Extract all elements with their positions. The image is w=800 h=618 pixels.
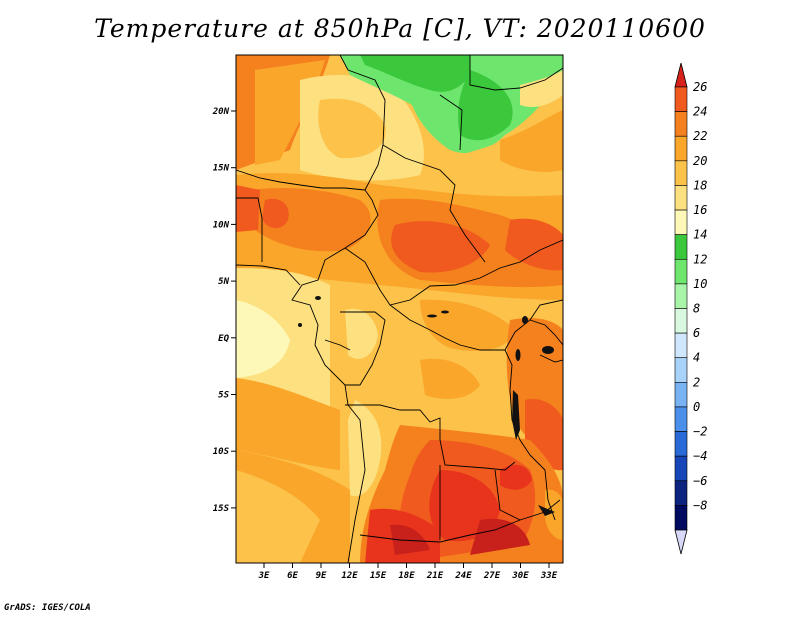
lat-tick-label: 5S xyxy=(218,391,229,401)
colorbar-label: 26 xyxy=(693,80,707,94)
colorbar-label: 4 xyxy=(693,351,700,365)
colorbar-swatch xyxy=(674,135,688,162)
colorbar-label: −6 xyxy=(693,474,707,488)
map-frame xyxy=(235,54,564,564)
colorbar-swatch xyxy=(674,209,688,235)
colorbar-label: 0 xyxy=(693,400,700,414)
temperature-field xyxy=(236,55,563,563)
colorbar-label: 12 xyxy=(693,252,707,266)
colorbar-label: 24 xyxy=(693,105,707,119)
map-title: Temperature at 850hPa [C], VT: 202011060… xyxy=(94,14,706,43)
lon-tick-label: 30E xyxy=(511,571,529,581)
credit-text: GrADS: IGES/COLA xyxy=(4,603,91,613)
latitude-axis: 20N 15N 10N 5N EQ 5S 10S 15S xyxy=(212,107,236,514)
colorbar-swatch xyxy=(674,160,688,186)
colorbar-label: −4 xyxy=(693,449,707,463)
lon-tick-label: 12E xyxy=(341,571,358,581)
lat-tick-label: 10S xyxy=(213,447,230,457)
country-borders xyxy=(236,55,563,563)
colorbar-swatch xyxy=(674,86,688,112)
colorbar-label: 10 xyxy=(693,277,707,291)
colorbar-swatch xyxy=(674,382,688,408)
colorbar-swatch xyxy=(674,431,688,457)
colorbar-swatch xyxy=(674,258,688,285)
colorbar-swatch xyxy=(674,357,688,383)
colorbar-label: 2 xyxy=(693,375,700,389)
lat-tick-label: 10N xyxy=(213,220,230,230)
lakes xyxy=(298,296,555,516)
colorbar-swatch xyxy=(674,332,688,359)
colorbar-label: −8 xyxy=(693,498,707,512)
colorbar-swatch xyxy=(674,308,688,334)
colorbar-label: 20 xyxy=(693,154,707,168)
longitude-axis: 3E 6E 9E 12E 15E 18E 21E 24E 27E 30E 33E xyxy=(258,563,558,581)
colorbar-swatch xyxy=(674,283,688,309)
colorbar-swatch xyxy=(674,455,688,482)
colorbar-bottom-arrow xyxy=(674,529,688,555)
lat-tick-label: 5N xyxy=(218,277,229,287)
lon-tick-label: 3E xyxy=(258,571,270,581)
lon-tick-label: 15E xyxy=(370,571,387,581)
colorbar-label: −2 xyxy=(693,425,707,439)
lat-tick-label: 20N xyxy=(212,107,230,117)
colorbar-swatch xyxy=(674,185,688,211)
lon-tick-label: 9E xyxy=(316,571,327,581)
lon-tick-label: 21E xyxy=(426,571,444,581)
lat-tick-label: 15S xyxy=(213,504,230,514)
colorbar-swatch xyxy=(674,234,688,260)
lon-tick-label: 6E xyxy=(287,571,298,581)
colorbar-swatch xyxy=(674,505,688,531)
colorbar-label: 6 xyxy=(693,326,700,340)
lat-tick-label: 15N xyxy=(213,164,230,174)
colorbar-top-arrow xyxy=(674,62,688,88)
colorbar-swatch xyxy=(674,406,688,432)
lon-tick-label: 24E xyxy=(454,571,472,581)
lon-tick-label: 33E xyxy=(540,571,558,581)
colorbar-label: 14 xyxy=(693,228,707,242)
lon-tick-label: 27E xyxy=(483,571,501,581)
colorbar-label: 16 xyxy=(693,203,707,217)
lon-tick-label: 18E xyxy=(398,571,415,581)
colorbar-swatch xyxy=(674,480,688,506)
colorbar-label: 8 xyxy=(693,302,700,316)
colorbar-label: 22 xyxy=(693,129,707,143)
lat-tick-label: EQ xyxy=(218,334,229,344)
colorbar-label: 18 xyxy=(693,178,707,192)
colorbar-swatch xyxy=(674,111,688,137)
